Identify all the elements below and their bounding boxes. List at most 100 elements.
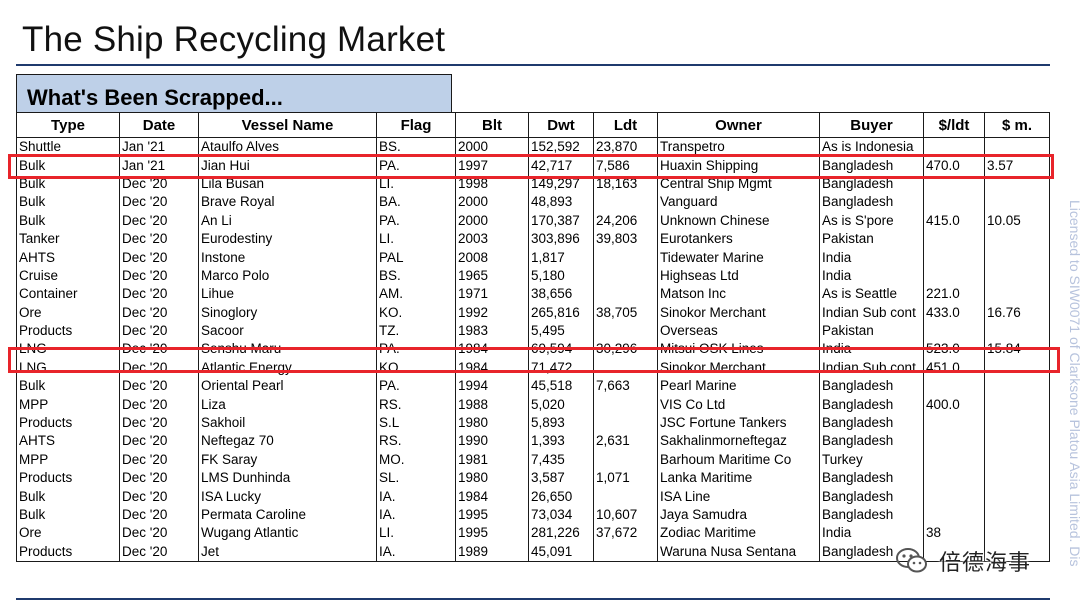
cell-type: Products: [16, 413, 120, 433]
cell-buyer: Bangladesh: [819, 469, 924, 488]
cell-type: Bulk: [16, 487, 120, 506]
cell-value-m: 16.76: [984, 303, 1050, 322]
column-header-value-m: $ m.: [984, 112, 1050, 138]
cell-ldt: [593, 450, 658, 470]
column-header-owner: Owner: [657, 112, 820, 138]
cell-buyer: India: [819, 266, 924, 286]
cell-date: Dec '20: [119, 505, 199, 525]
cell-buyer: As is Indonesia: [819, 137, 924, 157]
column-header-vessel-name: Vessel Name: [198, 112, 377, 138]
cell-dwt: 42,717: [528, 156, 594, 175]
cell-blt: 1989: [455, 542, 529, 562]
cell-owner: Tidewater Marine: [657, 248, 820, 267]
cell-blt: 1983: [455, 321, 529, 341]
table-row: Bulk Dec '20 An Li PA. 2000 170,387 24,206 Unkn…: [16, 211, 1050, 230]
cell-flag: AM.: [376, 285, 456, 304]
table-row: Bulk Dec '20 Oriental Pearl PA. 1994 45,518 7,…: [16, 377, 1050, 396]
cell-dwt: 7,435: [528, 450, 594, 470]
section-header-box: What's Been Scrapped...: [16, 74, 452, 112]
cell-ldt: [593, 321, 658, 341]
top-divider: [16, 64, 1050, 66]
table-row: Cruise Dec '20 Marco Polo BS. 1965 5,180 Highs…: [16, 266, 1050, 286]
cell-date: Dec '20: [119, 395, 199, 414]
cell-owner: Zodiac Maritime: [657, 524, 820, 543]
table-row: MPP Dec '20 FK Saray MO. 1981 7,435 Barhoum Ma…: [16, 450, 1050, 470]
cell-flag: RS.: [376, 432, 456, 451]
cell-price-per-ldt: [923, 229, 985, 249]
cell-vessel-name: Ataulfo Alves: [198, 137, 377, 157]
table-row: Products Dec '20 Jet IA. 1989 45,091 Waruna Nu…: [16, 542, 1050, 562]
cell-price-per-ldt: [923, 487, 985, 506]
cell-buyer: Bangladesh: [819, 413, 924, 433]
cell-vessel-name: Sacoor: [198, 321, 377, 341]
cell-value-m: [984, 487, 1050, 506]
cell-dwt: 281,226: [528, 524, 594, 543]
cell-value-m: [984, 450, 1050, 470]
cell-date: Dec '20: [119, 303, 199, 322]
cell-vessel-name: Eurodestiny: [198, 229, 377, 249]
cell-value-m: [984, 193, 1050, 212]
cell-blt: 1995: [455, 505, 529, 525]
cell-dwt: 5,893: [528, 413, 594, 433]
wechat-account-name: 倍德海事: [939, 550, 1032, 575]
cell-value-m: [984, 248, 1050, 267]
table-row: Bulk Dec '20 Permata Caroline IA. 1995 73,034…: [16, 505, 1050, 525]
cell-owner: Unknown Chinese: [657, 211, 820, 230]
cell-price-per-ldt: [923, 193, 985, 212]
cell-flag: BS.: [376, 266, 456, 286]
cell-date: Dec '20: [119, 321, 199, 341]
cell-buyer: Indian Sub cont: [819, 303, 924, 322]
cell-price-per-ldt: [923, 432, 985, 451]
cell-blt: 1984: [455, 487, 529, 506]
cell-owner: Eurotankers: [657, 229, 820, 249]
cell-type: MPP: [16, 450, 120, 470]
cell-date: Dec '20: [119, 524, 199, 543]
cell-date: Dec '20: [119, 542, 199, 562]
cell-dwt: 1,393: [528, 432, 594, 451]
cell-owner: Overseas: [657, 321, 820, 341]
cell-type: Bulk: [16, 377, 120, 396]
cell-dwt: 5,020: [528, 395, 594, 414]
cell-vessel-name: Wugang Atlantic: [198, 524, 377, 543]
cell-ldt: 2,631: [593, 432, 658, 451]
cell-vessel-name: Neftegaz 70: [198, 432, 377, 451]
cell-buyer: India: [819, 524, 924, 543]
cell-dwt: 170,387: [528, 211, 594, 230]
cell-owner: Pearl Marine: [657, 377, 820, 396]
cell-buyer: Bangladesh: [819, 174, 924, 194]
cell-value-m: 3.57: [984, 156, 1050, 175]
cell-type: Bulk: [16, 193, 120, 212]
cell-vessel-name: Lila Busan: [198, 174, 377, 194]
cell-buyer: As is Seattle: [819, 285, 924, 304]
cell-date: Dec '20: [119, 174, 199, 194]
cell-type: AHTS: [16, 248, 120, 267]
cell-flag: RS.: [376, 395, 456, 414]
cell-ldt: [593, 285, 658, 304]
table-row: Container Dec '20 Lihue AM. 1971 38,656 Matson…: [16, 285, 1050, 304]
cell-price-per-ldt: [923, 505, 985, 525]
cell-ldt: [593, 542, 658, 562]
cell-vessel-name: Permata Caroline: [198, 505, 377, 525]
cell-value-m: [984, 505, 1050, 525]
cell-buyer: India: [819, 248, 924, 267]
column-header-date: Date: [119, 112, 199, 138]
cell-vessel-name: Marco Polo: [198, 266, 377, 286]
column-header-type: Type: [16, 112, 120, 138]
cell-owner: Sakhalinmorneftegaz: [657, 432, 820, 451]
cell-flag: PA.: [376, 156, 456, 175]
table-row: Products Dec '20 Sakhoil S.L 1980 5,893 JSC Fo…: [16, 413, 1050, 433]
cell-value-m: [984, 377, 1050, 396]
cell-type: AHTS: [16, 432, 120, 451]
cell-date: Jan '21: [119, 137, 199, 157]
column-header-blt: Blt: [455, 112, 529, 138]
cell-blt: 2000: [455, 193, 529, 212]
cell-buyer: Bangladesh: [819, 395, 924, 414]
cell-dwt: 1,817: [528, 248, 594, 267]
cell-buyer: As is S'pore: [819, 211, 924, 230]
cell-date: Dec '20: [119, 487, 199, 506]
cell-type: Tanker: [16, 229, 120, 249]
cell-buyer: Bangladesh: [819, 432, 924, 451]
cell-price-per-ldt: [923, 450, 985, 470]
cell-owner: Sinokor Merchant: [657, 303, 820, 322]
cell-ldt: 39,803: [593, 229, 658, 249]
